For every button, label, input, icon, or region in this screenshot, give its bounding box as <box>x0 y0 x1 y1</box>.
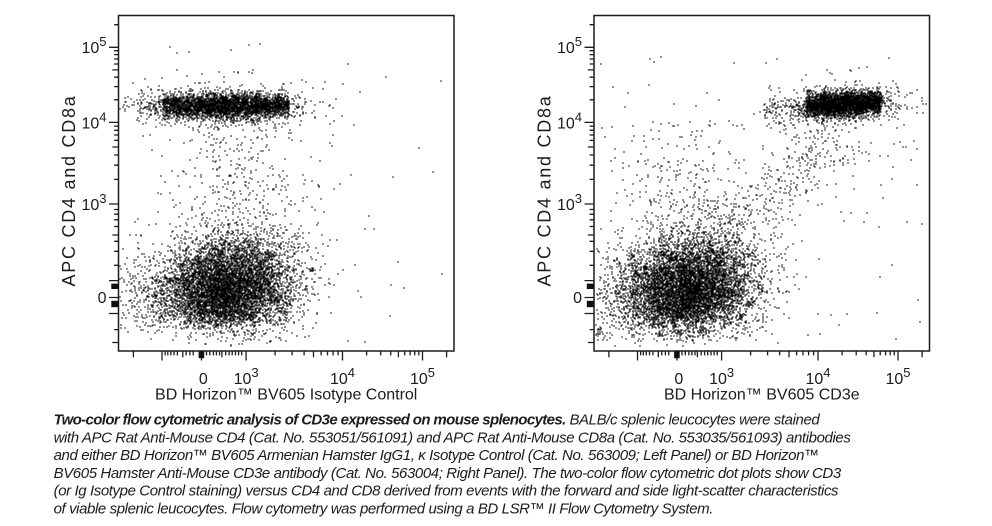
svg-text:and either BD Horizon™ BV605 A: and either BD Horizon™ BV605 Armenian Ha… <box>54 447 819 464</box>
svg-text:APC CD4 and CD8a: APC CD4 and CD8a <box>535 94 555 286</box>
svg-text:0: 0 <box>98 290 107 307</box>
svg-text:BD Horizon™ BV605 CD3e: BD Horizon™ BV605 CD3e <box>664 387 860 404</box>
svg-text:with APC Rat Anti-Mouse CD4 (C: with APC Rat Anti-Mouse CD4 (Cat. No. 55… <box>54 429 852 446</box>
svg-text:0: 0 <box>674 371 683 388</box>
svg-text:0: 0 <box>573 290 582 307</box>
svg-text:BD Horizon™ BV605 Isotype Cont: BD Horizon™ BV605 Isotype Control <box>155 387 417 404</box>
svg-text:Two-color flow cytometric anal: Two-color flow cytometric analysis of CD… <box>54 412 821 429</box>
svg-text:BV605 Hamster Anti-Mouse CD3e: BV605 Hamster Anti-Mouse CD3e antibody (… <box>54 465 842 482</box>
svg-text:0: 0 <box>199 371 208 388</box>
svg-text:of viable splenic leucocytes.: of viable splenic leucocytes. Flow cytom… <box>54 501 713 518</box>
svg-text:(or Ig Isotype Control stainin: (or Ig Isotype Control staining) versus … <box>54 483 839 500</box>
svg-text:APC CD4 and CD8a: APC CD4 and CD8a <box>59 94 79 286</box>
